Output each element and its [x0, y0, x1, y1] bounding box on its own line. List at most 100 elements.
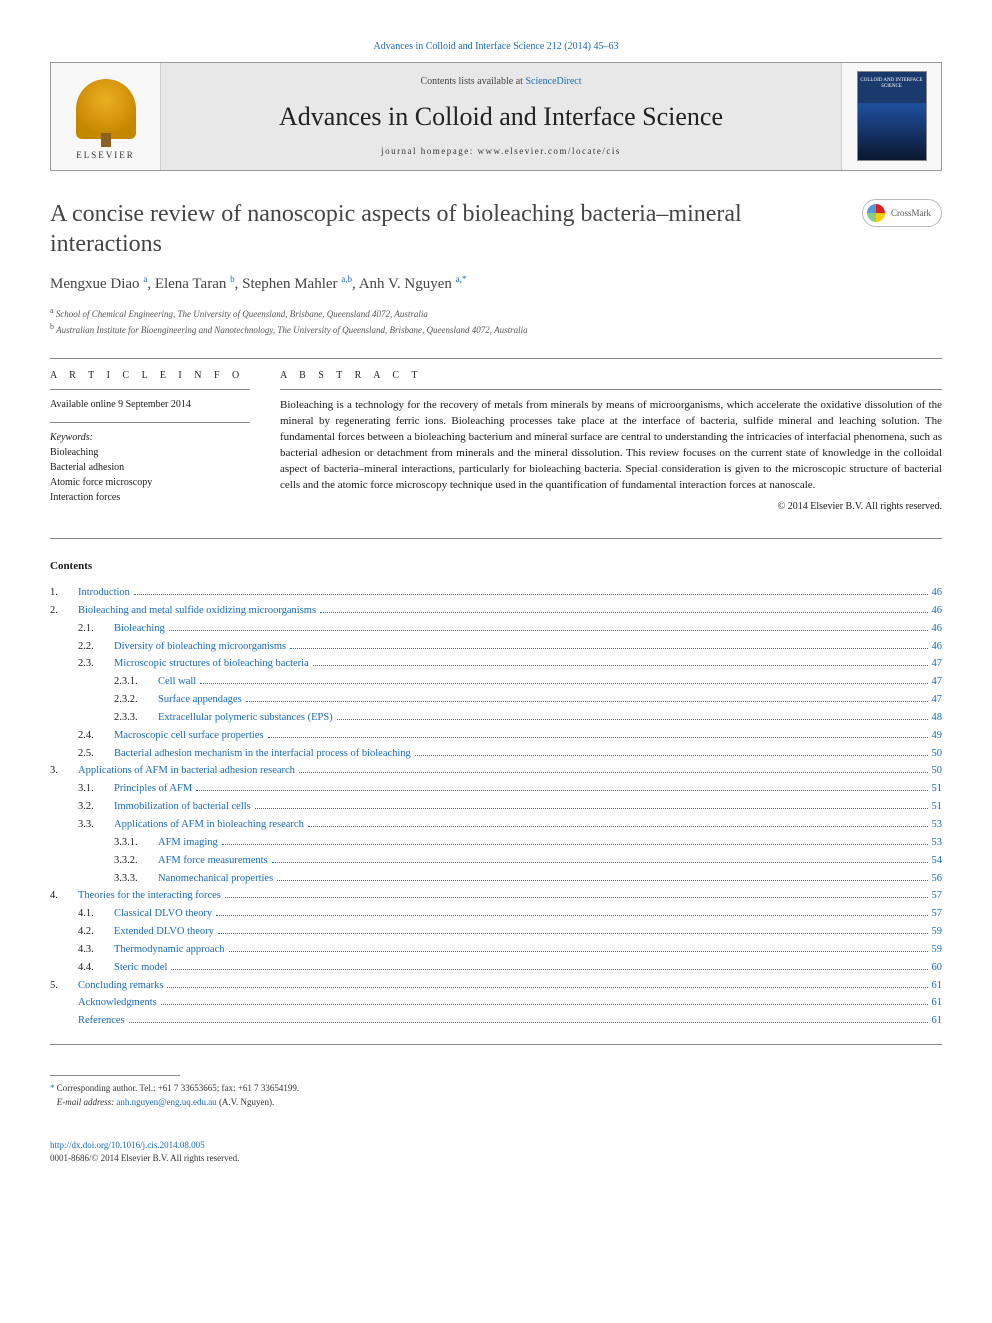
- toc-entry[interactable]: 2.4.Macroscopic cell surface properties …: [50, 727, 942, 745]
- toc-number: 4.2.: [78, 923, 114, 941]
- journal-homepage: journal homepage: www.elsevier.com/locat…: [381, 145, 621, 158]
- toc-entry[interactable]: 2.3.3.Extracellular polymeric substances…: [50, 709, 942, 727]
- toc-page: 60: [932, 959, 943, 977]
- toc-page: 46: [932, 620, 943, 638]
- toc-page: 47: [932, 673, 943, 691]
- toc-entry[interactable]: 2.3.Microscopic structures of bioleachin…: [50, 655, 942, 673]
- toc-page: 53: [932, 834, 943, 852]
- toc-number: 4.1.: [78, 905, 114, 923]
- cover-thumb-box: COLLOID AND INTERFACE SCIENCE: [841, 63, 941, 170]
- toc-leader-dots: [222, 844, 928, 845]
- toc-entry[interactable]: 4.1.Classical DLVO theory 57: [50, 905, 942, 923]
- toc-page: 59: [932, 941, 943, 959]
- toc-leader-dots: [255, 808, 928, 809]
- divider: [50, 1044, 942, 1045]
- toc-page: 50: [932, 762, 943, 780]
- toc-number: 4.: [50, 887, 78, 905]
- toc-leader-dots: [129, 1022, 928, 1023]
- toc-entry[interactable]: 1.Introduction 46: [50, 584, 942, 602]
- author[interactable]: Mengxue Diao a: [50, 276, 147, 292]
- toc-entry[interactable]: 3.Applications of AFM in bacterial adhes…: [50, 762, 942, 780]
- journal-title: Advances in Colloid and Interface Scienc…: [279, 99, 723, 135]
- toc-title: AFM imaging: [158, 834, 218, 852]
- toc-title: Macroscopic cell surface properties: [114, 727, 264, 745]
- author[interactable]: Anh V. Nguyen a,*: [359, 276, 467, 292]
- toc-page: 61: [932, 977, 943, 995]
- toc-title: Applications of AFM in bioleaching resea…: [114, 816, 304, 834]
- toc-number: 3.2.: [78, 798, 114, 816]
- toc-entry[interactable]: 3.1.Principles of AFM 51: [50, 780, 942, 798]
- toc-entry[interactable]: 3.2.Immobilization of bacterial cells 51: [50, 798, 942, 816]
- header-center: Contents lists available at ScienceDirec…: [161, 63, 841, 170]
- contents-available-line: Contents lists available at ScienceDirec…: [420, 75, 581, 89]
- toc-page: 56: [932, 870, 943, 888]
- toc-page: 48: [932, 709, 943, 727]
- journal-reference[interactable]: Advances in Colloid and Interface Scienc…: [50, 40, 942, 54]
- toc-title: Concluding remarks: [78, 977, 163, 995]
- toc-title: Nanomechanical properties: [158, 870, 273, 888]
- toc-entry[interactable]: 2.3.1.Cell wall 47: [50, 673, 942, 691]
- toc-entry[interactable]: 4.4.Steric model 60: [50, 959, 942, 977]
- toc-entry[interactable]: 4.Theories for the interacting forces 57: [50, 887, 942, 905]
- toc-leader-dots: [415, 755, 928, 756]
- toc-number: 2.5.: [78, 745, 114, 763]
- toc-leader-dots: [229, 951, 928, 952]
- toc-entry[interactable]: 3.3.1.AFM imaging 53: [50, 834, 942, 852]
- toc-title: Thermodynamic approach: [114, 941, 225, 959]
- toc-number: 2.: [50, 602, 78, 620]
- toc-entry[interactable]: 2.Bioleaching and metal sulfide oxidizin…: [50, 602, 942, 620]
- author[interactable]: Stephen Mahler a,b: [242, 276, 352, 292]
- toc-page: 47: [932, 655, 943, 673]
- toc-leader-dots: [313, 665, 928, 666]
- toc-title: Steric model: [114, 959, 167, 977]
- crossmark-label: CrossMark: [891, 207, 931, 220]
- toc-leader-dots: [225, 897, 928, 898]
- toc-title: Immobilization of bacterial cells: [114, 798, 251, 816]
- rule: [280, 389, 942, 390]
- journal-cover-thumbnail[interactable]: COLLOID AND INTERFACE SCIENCE: [857, 71, 927, 161]
- toc-entry[interactable]: 4.3.Thermodynamic approach 59: [50, 941, 942, 959]
- abstract-text: Bioleaching is a technology for the reco…: [280, 398, 942, 494]
- toc-title: Introduction: [78, 584, 130, 602]
- toc-entry[interactable]: 5.Concluding remarks 61: [50, 977, 942, 995]
- toc-entry[interactable]: References 61: [50, 1012, 942, 1030]
- sciencedirect-link[interactable]: ScienceDirect: [525, 76, 581, 87]
- doi-link[interactable]: http://dx.doi.org/10.1016/j.cis.2014.08.…: [50, 1140, 205, 1150]
- toc-number: 3.3.1.: [114, 834, 158, 852]
- toc-entry[interactable]: 2.5.Bacterial adhesion mechanism in the …: [50, 745, 942, 763]
- toc-leader-dots: [272, 862, 928, 863]
- toc-entry[interactable]: 3.3.3.Nanomechanical properties 56: [50, 870, 942, 888]
- toc-title: Classical DLVO theory: [114, 905, 212, 923]
- cover-thumb-text: COLLOID AND INTERFACE SCIENCE: [858, 78, 926, 89]
- toc-entry[interactable]: 3.3.2.AFM force measurements 54: [50, 852, 942, 870]
- toc-number: 2.3.3.: [114, 709, 158, 727]
- toc-entry[interactable]: 2.3.2.Surface appendages 47: [50, 691, 942, 709]
- toc-page: 57: [932, 887, 943, 905]
- toc-title: Acknowledgments: [78, 994, 157, 1012]
- toc-number: 3.1.: [78, 780, 114, 798]
- corresponding-email-link[interactable]: anh.nguyen@eng.uq.edu.au: [116, 1097, 216, 1107]
- toc-entry[interactable]: Acknowledgments 61: [50, 994, 942, 1012]
- elsevier-logo[interactable]: ELSEVIER: [66, 71, 146, 161]
- toc-entry[interactable]: 2.1.Bioleaching 46: [50, 620, 942, 638]
- toc-title: Theories for the interacting forces: [78, 887, 221, 905]
- crossmark-icon: [867, 204, 885, 222]
- toc-leader-dots: [268, 737, 928, 738]
- toc-title: Surface appendages: [158, 691, 242, 709]
- crossmark-badge[interactable]: CrossMark: [862, 199, 942, 227]
- toc-number: 2.1.: [78, 620, 114, 638]
- toc-page: 46: [932, 638, 943, 656]
- toc-entry[interactable]: 2.2.Diversity of bioleaching microorgani…: [50, 638, 942, 656]
- journal-header-band: ELSEVIER Contents lists available at Sci…: [50, 62, 942, 171]
- author[interactable]: Elena Taran b: [155, 276, 235, 292]
- toc-leader-dots: [308, 826, 928, 827]
- abstract-column: A B S T R A C T Bioleaching is a technol…: [280, 369, 942, 514]
- toc-entry[interactable]: 4.2.Extended DLVO theory 59: [50, 923, 942, 941]
- toc-title: Microscopic structures of bioleaching ba…: [114, 655, 309, 673]
- affiliation: b Australian Institute for Bioengineerin…: [50, 321, 942, 338]
- toc-leader-dots: [337, 719, 928, 720]
- toc-leader-dots: [277, 880, 927, 881]
- keywords-label: Keywords:: [50, 431, 250, 445]
- toc-leader-dots: [320, 612, 927, 613]
- toc-entry[interactable]: 3.3.Applications of AFM in bioleaching r…: [50, 816, 942, 834]
